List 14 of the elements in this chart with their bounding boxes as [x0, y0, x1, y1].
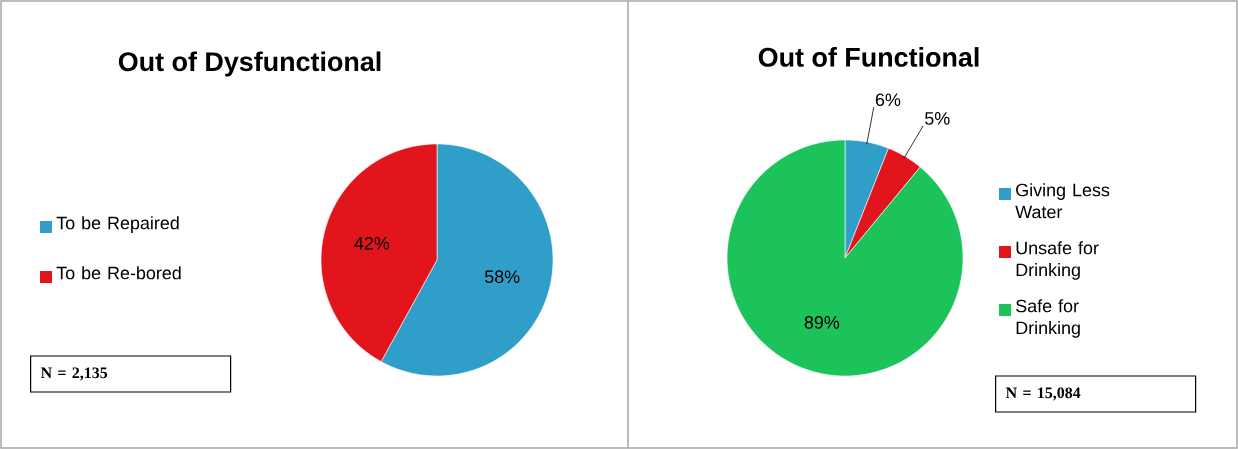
data-label: 58%	[484, 270, 520, 284]
text: N = 2,135	[40, 367, 108, 381]
chart-title: Out of Dysfunctional	[118, 51, 381, 77]
chart-title: Out of Functional	[758, 47, 979, 67]
legend-label: To be Re-bored	[56, 266, 181, 280]
text: N = 15,084	[1005, 387, 1081, 401]
data-label: 6%	[875, 93, 901, 107]
data-label: 42%	[354, 236, 390, 250]
data-label: 89%	[804, 316, 840, 329]
legend-label: To be Repaired	[56, 216, 179, 233]
data-label: 5%	[925, 112, 950, 125]
legend-label: Safe for Drinking	[1016, 299, 1080, 338]
legend-label: Giving Less Water	[1015, 183, 1110, 219]
legend-label: Unsafe for Drinking	[1016, 241, 1099, 280]
